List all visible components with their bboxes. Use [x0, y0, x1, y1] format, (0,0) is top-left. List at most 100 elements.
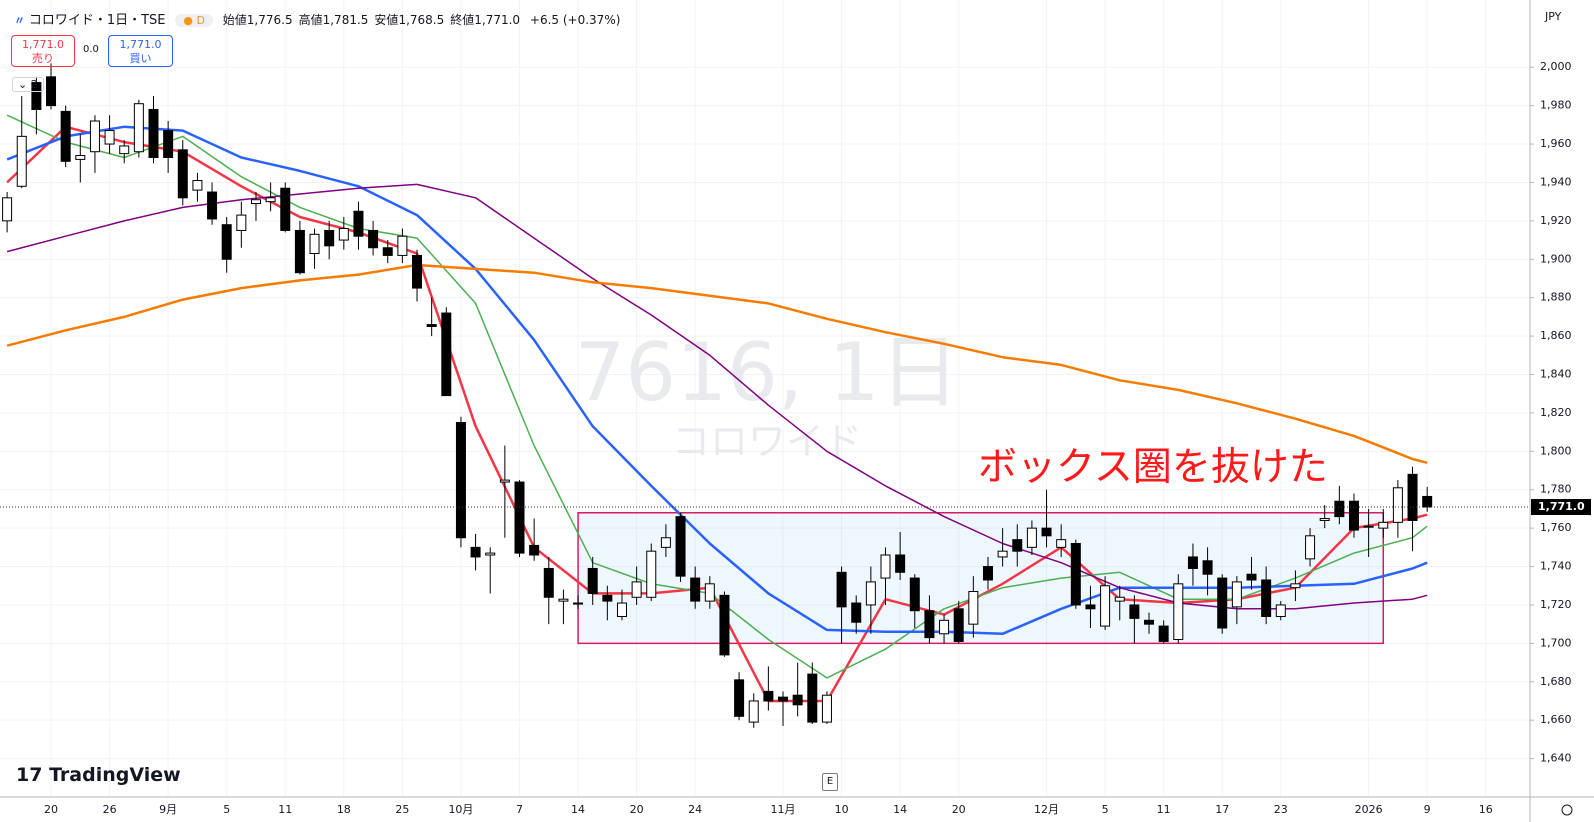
candle-body: [89, 120, 100, 153]
candle-body: [909, 577, 920, 612]
x-tick-label: 5: [1102, 803, 1109, 816]
candle-body: [1085, 604, 1096, 610]
candle-body: [16, 135, 27, 187]
logo[interactable]: 𝟭𝟳 TradingView: [16, 764, 181, 786]
ohlc-values: 始値1,776.5 高値1,781.5 安値1,768.5 終値1,771.0: [223, 13, 526, 27]
candle-body: [1305, 535, 1316, 560]
annotation: ボックス圏を抜けた: [978, 445, 1328, 490]
candle-body: [1348, 500, 1359, 531]
candle-body: [1100, 585, 1111, 627]
candle-body: [734, 679, 745, 717]
symbol[interactable]: コロワイド・1日・TSE: [28, 13, 166, 28]
candle-body: [704, 583, 715, 602]
buy-button[interactable]: 1,771.0 買い: [108, 35, 173, 67]
x-tick-label: 11: [1157, 803, 1171, 816]
candle-body: [587, 567, 598, 594]
ohlc-label: 終値: [450, 13, 475, 27]
candle-body: [60, 110, 71, 162]
ohlc-item: 高値1,781.5: [299, 13, 369, 27]
candle-body: [690, 577, 701, 602]
candle-body: [192, 180, 203, 191]
candle-body: [1392, 487, 1403, 523]
buy-price: 1,771.0: [119, 38, 162, 51]
y-tick-label: 1,700: [1540, 636, 1572, 649]
candle-body: [1422, 495, 1433, 508]
earnings-marker[interactable]: E: [822, 773, 838, 791]
y-tick-label: 1,840: [1540, 367, 1572, 380]
candle-body: [865, 581, 876, 606]
candle-body: [792, 694, 803, 706]
candle-body: [1144, 619, 1155, 625]
last-price-tag: [1531, 499, 1591, 516]
watermark-name: コロワイド: [672, 420, 862, 464]
candle-body: [836, 571, 847, 608]
candle-body: [1217, 577, 1228, 629]
candle-body: [250, 199, 261, 205]
candle-body: [602, 594, 613, 602]
candle-body: [119, 145, 130, 155]
candle-body: [397, 235, 408, 256]
x-tick-label: 20: [630, 803, 644, 816]
x-tick-label: 11: [278, 803, 292, 816]
candle-body: [148, 108, 159, 158]
candle-body: [1334, 500, 1345, 518]
interval-text: D: [196, 14, 205, 27]
candle-body: [31, 82, 42, 110]
y-tick-label: 1,920: [1540, 214, 1572, 227]
candle-body: [968, 591, 979, 625]
logo-text: TradingView: [49, 764, 181, 786]
y-tick-label: 1,740: [1540, 560, 1572, 573]
y-tick-label: 1,680: [1540, 675, 1572, 688]
x-tick-label: 18: [337, 803, 351, 816]
y-tick-label: 1,860: [1540, 329, 1572, 342]
interval-badge[interactable]: ● D: [175, 14, 213, 27]
ohlc-label: 安値: [374, 13, 399, 27]
y-tick-label: 2,000: [1540, 60, 1572, 73]
x-tick-label: 20: [44, 803, 58, 816]
y-tick-label: 1,940: [1540, 175, 1572, 188]
sell-button[interactable]: 1,771.0 売り: [11, 35, 75, 67]
ohlc-value: 1,776.5: [246, 13, 293, 27]
candle-body: [207, 191, 218, 220]
candle-body: [499, 479, 510, 483]
candle-body: [675, 516, 686, 577]
sell-price: 1,771.0: [22, 38, 64, 51]
sell-label: 売り: [32, 52, 54, 65]
ohlc-label: 高値: [298, 13, 323, 27]
candle-body: [265, 197, 276, 203]
candle-body: [309, 233, 320, 255]
x-tick-label: 11月: [771, 803, 796, 816]
candle-body: [719, 594, 730, 656]
indicator-toggle[interactable]: ⌄ 2: [12, 77, 44, 92]
last-price-label: 1,771.0: [1538, 500, 1585, 513]
candle-body: [221, 224, 232, 260]
candle-body: [514, 481, 525, 554]
ohlc-value: 1,781.5: [322, 13, 369, 27]
candle-body: [75, 155, 86, 160]
candle-body: [1363, 525, 1374, 528]
ohlc-value: 1,768.5: [398, 13, 445, 27]
candle-body: [133, 103, 144, 153]
candle-body: [748, 700, 759, 723]
x-tick-label: 23: [1274, 803, 1288, 816]
y-tick-label: 1,760: [1540, 521, 1572, 534]
x-tick-label: 2026: [1355, 803, 1383, 816]
ohlc-label: 始値: [222, 13, 247, 27]
candle-body: [616, 602, 627, 617]
candle-body: [485, 552, 496, 556]
x-tick-label: 9: [1424, 803, 1431, 816]
currency[interactable]: JPY: [1545, 10, 1562, 23]
candle-body: [1290, 583, 1301, 589]
x-tick-label: 14: [571, 803, 585, 816]
buy-label: 買い: [129, 52, 152, 65]
candle-body: [763, 690, 774, 702]
candle-body: [46, 76, 57, 107]
spread: 0.0: [83, 44, 99, 55]
candle-body: [236, 214, 247, 231]
y-tick-label: 1,800: [1540, 444, 1572, 457]
header: 〃 コロワイド・1日・TSE ● D 始値1,776.5 高値1,781.5 安値1…: [14, 9, 620, 28]
x-tick-label: 10月: [448, 803, 473, 816]
moving-average-line: [6, 263, 1428, 465]
candle-body: [1070, 542, 1081, 606]
candle-body: [1012, 539, 1023, 552]
